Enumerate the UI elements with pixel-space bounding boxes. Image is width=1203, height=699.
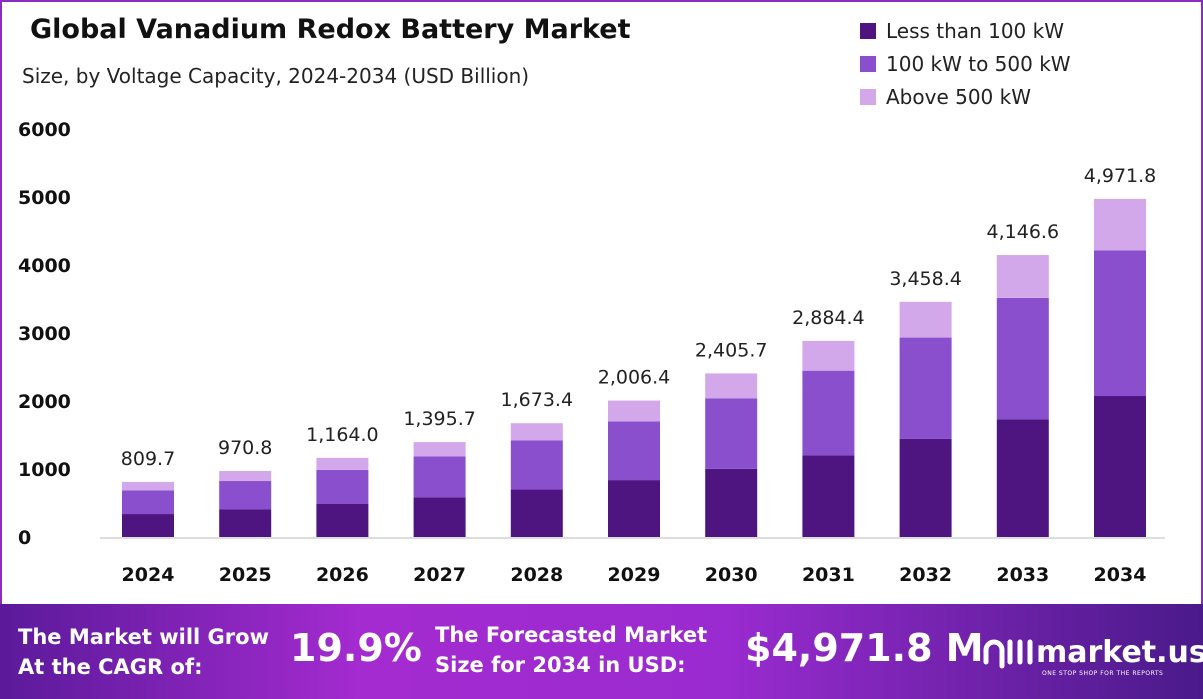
y-tick-label: 4000 [18, 255, 71, 277]
bar-segment-1 [899, 438, 952, 537]
bar-segment-3 [413, 442, 466, 457]
bar-segment-2 [996, 297, 1049, 420]
bar-segment-1 [802, 455, 855, 537]
logo-icon [983, 639, 1033, 669]
x-tick-label: 2029 [608, 564, 661, 586]
bar-segment-3 [705, 373, 758, 399]
legend-swatch [860, 88, 876, 105]
bar-segment-2 [316, 469, 369, 504]
legend-swatch [860, 55, 876, 72]
logo-text: market.us [1036, 634, 1203, 670]
logo-tagline: ONE STOP SHOP FOR THE REPORTS [1042, 670, 1164, 677]
x-tick-label: 2031 [802, 564, 855, 586]
total-label: 1,164.0 [306, 424, 379, 446]
y-tick-label: 3000 [18, 323, 71, 345]
market-us-logo[interactable]: market.us ONE STOP SHOP FOR THE REPORTS [980, 632, 1203, 677]
bar-segment-3 [899, 301, 952, 338]
total-label: 2,006.4 [598, 367, 671, 389]
bar-segment-3 [510, 423, 563, 441]
bar-segment-2 [705, 398, 758, 469]
x-tick-label: 2028 [510, 564, 563, 586]
bar-segment-3 [219, 470, 272, 482]
footer-banner: The Market will Grow At the CAGR of: 19.9… [0, 604, 1203, 699]
bar-segment-2 [510, 440, 563, 490]
y-tick-label: 1000 [18, 459, 71, 481]
total-label: 4,971.8 [1084, 165, 1157, 187]
legend-item: Less than 100 kW [860, 14, 1071, 47]
cagr-label: The Market will Grow At the CAGR of: [18, 622, 269, 682]
bar-segment-2 [219, 481, 272, 510]
bar-segment-3 [608, 400, 660, 422]
bar-segment-2 [413, 456, 466, 498]
bar-segment-1 [1094, 396, 1146, 537]
total-label: 1,673.4 [501, 389, 574, 411]
bar-segment-1 [219, 509, 272, 537]
forecast-label-line: Size for 2034 in USD: [435, 653, 686, 677]
total-label: 2,884.4 [792, 307, 865, 329]
bar-segment-2 [1094, 250, 1146, 397]
y-tick-label: 6000 [18, 119, 71, 141]
x-tick-label: 2032 [899, 564, 952, 586]
x-tick-label: 2033 [996, 564, 1049, 586]
bar-segment-1 [705, 468, 758, 537]
chart-title: Global Vanadium Redox Battery Market [30, 14, 631, 45]
bar-segment-2 [608, 421, 660, 481]
bar-segment-3 [996, 255, 1049, 298]
bar-segment-1 [316, 503, 369, 537]
total-label: 809.7 [121, 448, 175, 470]
legend-label: Above 500 kW [886, 84, 1031, 109]
bar-segment-1 [122, 514, 174, 537]
bar-segment-3 [1094, 198, 1146, 251]
legend-item: 100 kW to 500 kW [860, 47, 1071, 80]
bar-segment-3 [316, 457, 369, 470]
total-label: 4,146.6 [987, 221, 1060, 243]
bar-segment-1 [413, 497, 466, 537]
bar-segment-1 [510, 489, 563, 537]
bar-segment-2 [122, 490, 174, 515]
total-label: 970.8 [218, 437, 272, 459]
x-tick-label: 2027 [413, 564, 466, 586]
total-label: 1,395.7 [403, 408, 476, 430]
total-label: 3,458.4 [889, 268, 962, 290]
y-tick-label: 5000 [18, 187, 71, 209]
forecast-value: $4,971.8 M [745, 626, 984, 670]
bar-segment-2 [802, 370, 855, 456]
legend-label: Less than 100 kW [886, 18, 1064, 43]
cagr-label-line: The Market will Grow [18, 625, 269, 649]
legend-swatch [860, 22, 876, 39]
x-tick-label: 2030 [705, 564, 758, 586]
bar-segment-1 [996, 419, 1049, 537]
y-tick-label: 0 [18, 527, 31, 549]
bar-chart: 0 1000 2000 3000 4000 5000 6000 809.7 2024 970.8 2… [18, 119, 1165, 586]
bar-segment-2 [899, 337, 952, 439]
x-tick-label: 2024 [122, 564, 175, 586]
x-tick-label: 2034 [1094, 564, 1147, 586]
forecast-label-line: The Forecasted Market [435, 623, 708, 647]
cagr-value: 19.9% [290, 626, 422, 670]
forecast-label: The Forecasted Market Size for 2034 in US… [435, 620, 707, 680]
bar-segment-3 [122, 481, 174, 491]
y-tick-label: 2000 [18, 391, 71, 413]
total-label: 2,405.7 [695, 339, 768, 361]
chart-subtitle: Size, by Voltage Capacity, 2024-2034 (US… [22, 64, 530, 88]
bar-segment-1 [608, 480, 660, 537]
x-tick-label: 2025 [219, 564, 272, 586]
legend-label: 100 kW to 500 kW [886, 51, 1071, 76]
cagr-label-line: At the CAGR of: [18, 655, 203, 679]
x-tick-label: 2026 [316, 564, 369, 586]
legend-item: Above 500 kW [860, 80, 1071, 113]
legend: Less than 100 kW 100 kW to 500 kW Above … [860, 14, 1071, 113]
bar-segment-3 [802, 340, 855, 371]
